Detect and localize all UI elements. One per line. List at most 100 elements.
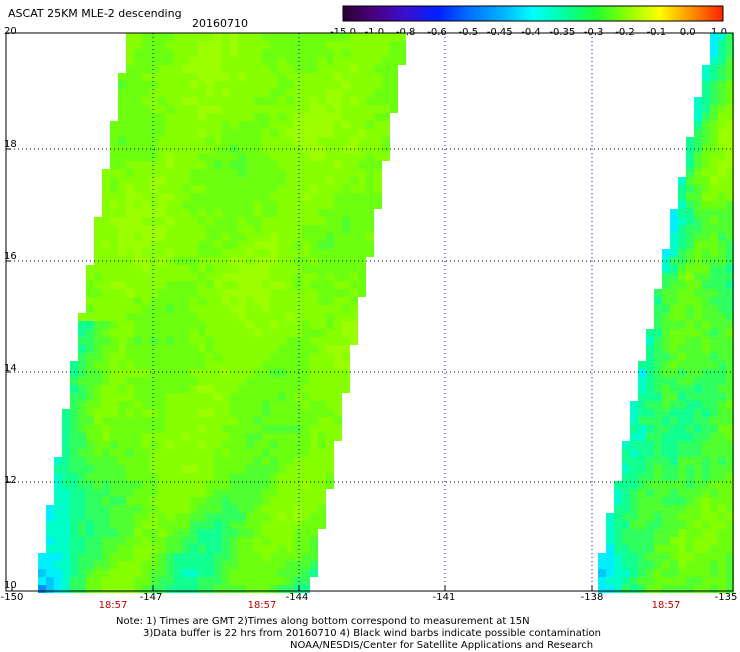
swath-cell	[702, 441, 710, 449]
swath-cell	[174, 313, 182, 321]
swath-cell	[150, 105, 158, 113]
swath-cell	[254, 289, 262, 297]
swath-cell	[342, 161, 350, 169]
swath-cell	[174, 361, 182, 369]
swath-cell	[726, 73, 734, 81]
swath-cell	[702, 369, 710, 377]
swath-cell	[214, 441, 222, 449]
swath-cell	[358, 41, 366, 49]
swath-cell	[70, 409, 78, 417]
swath-cell	[270, 297, 278, 305]
swath-cell	[102, 473, 110, 481]
swath-cell	[718, 113, 726, 121]
swath-cell	[694, 505, 702, 513]
swath-cell	[110, 201, 118, 209]
swath-cell	[382, 73, 390, 81]
swath-cell	[278, 233, 286, 241]
swath-cell	[70, 401, 78, 409]
swath-cell	[54, 489, 62, 497]
swath-cell	[142, 497, 150, 505]
swath-cell	[294, 529, 302, 537]
swath-cell	[686, 201, 694, 209]
swath-cell	[78, 321, 86, 329]
swath-cell	[150, 553, 158, 561]
swath-cell	[118, 585, 126, 593]
swath-cell	[166, 161, 174, 169]
swath-cell	[182, 585, 190, 593]
swath-cell	[318, 369, 326, 377]
swath-cell	[278, 89, 286, 97]
swath-cell	[174, 129, 182, 137]
swath-cell	[326, 57, 334, 65]
swath-cell	[174, 265, 182, 273]
swath-cell	[126, 249, 134, 257]
swath-cell	[270, 393, 278, 401]
swath-cell	[326, 305, 334, 313]
swath-cell	[182, 417, 190, 425]
swath-cell	[718, 169, 726, 177]
swath-cell	[262, 497, 270, 505]
swath-cell	[670, 281, 678, 289]
swath-cell	[246, 489, 254, 497]
swath-cell	[150, 289, 158, 297]
lon-label-147: -147	[139, 592, 163, 603]
swath-cell	[254, 241, 262, 249]
swath-cell	[158, 537, 166, 545]
swath-cell	[222, 153, 230, 161]
swath-cell	[694, 113, 702, 121]
swath-cell	[102, 497, 110, 505]
swath-cell	[142, 377, 150, 385]
swath-cell	[350, 193, 358, 201]
swath-cell	[342, 73, 350, 81]
swath-cell	[86, 449, 94, 457]
swath-cell	[174, 441, 182, 449]
swath-cell	[134, 505, 142, 513]
swath-cell	[198, 505, 206, 513]
swath-cell	[606, 561, 614, 569]
swath-cell	[38, 553, 46, 561]
swath-cell	[102, 441, 110, 449]
swath-cell	[110, 353, 118, 361]
swath-cell	[278, 465, 286, 473]
swath-cell	[358, 89, 366, 97]
swath-cell	[366, 209, 374, 217]
swath-cell	[278, 169, 286, 177]
swath-cell	[294, 569, 302, 577]
swath-cell	[206, 481, 214, 489]
swath-cell	[278, 345, 286, 353]
swath-cell	[326, 33, 334, 41]
swath-cell	[134, 473, 142, 481]
swath-cell	[670, 345, 678, 353]
swath-cell	[86, 441, 94, 449]
swath-cell	[118, 153, 126, 161]
swath-cell	[70, 441, 78, 449]
swath-cell	[54, 481, 62, 489]
swath-cell	[86, 369, 94, 377]
swath-cell	[126, 193, 134, 201]
swath-cell	[310, 561, 318, 569]
swath-cell	[270, 73, 278, 81]
swath-cell	[326, 193, 334, 201]
swath-cell	[102, 465, 110, 473]
swath-cell	[278, 329, 286, 337]
swath-cell	[246, 169, 254, 177]
swath-cell	[270, 81, 278, 89]
swath-cell	[278, 249, 286, 257]
swath-cell	[38, 561, 46, 569]
swath-cell	[374, 121, 382, 129]
swath-cell	[726, 585, 734, 593]
swath-cell	[262, 225, 270, 233]
swath-cell	[318, 185, 326, 193]
swath-cell	[150, 329, 158, 337]
swath-cell	[86, 345, 94, 353]
swath-cell	[158, 33, 166, 41]
swath-cell	[254, 281, 262, 289]
swath-cell	[638, 441, 646, 449]
swath-cell	[238, 97, 246, 105]
swath-cell	[342, 265, 350, 273]
swath-cell	[230, 193, 238, 201]
swath-cell	[134, 569, 142, 577]
swath-cell	[110, 497, 118, 505]
swath-cell	[294, 473, 302, 481]
swath-cell	[710, 353, 718, 361]
